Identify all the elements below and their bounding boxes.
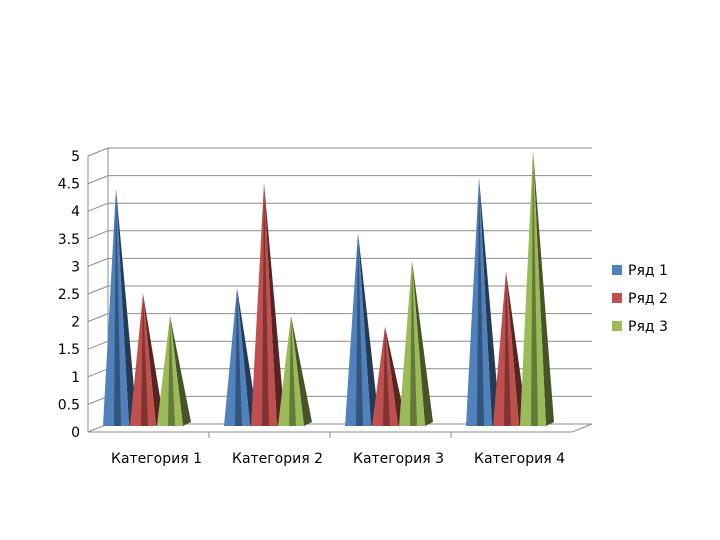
x-category-label: Категория 3 [353, 451, 444, 467]
cone-mark [251, 183, 285, 426]
gridline-connector [87, 175, 109, 185]
cone-series [103, 150, 554, 426]
cone-mark [399, 260, 433, 426]
y-tick-label: 3 [71, 259, 80, 275]
cone-mark [345, 232, 379, 426]
gridline-connector [87, 368, 109, 378]
gridline-connector [87, 257, 109, 267]
gridline-connector [87, 202, 109, 212]
legend-label: Ряд 2 [628, 291, 668, 307]
legend-swatch [612, 265, 622, 275]
y-tick-label: 4 [71, 204, 80, 220]
x-category-label: Категория 1 [111, 451, 202, 467]
y-tick-label: 5 [71, 149, 80, 165]
cone-mark [278, 315, 312, 426]
y-axis-ticks: 0 0.5 1 1.5 2 2.5 3 3.5 4 4.5 5 [58, 149, 80, 441]
y-tick-label: 0 [71, 425, 80, 441]
gridline-connector [87, 147, 109, 157]
legend-label: Ряд 1 [628, 263, 668, 279]
cone-mark [466, 177, 500, 426]
cone-mark [493, 271, 527, 426]
y-tick-label: 4.5 [58, 177, 80, 193]
y-tick-label: 2 [71, 315, 80, 331]
y-tick-label: 2.5 [58, 287, 80, 303]
cone-mark [372, 326, 406, 426]
gridline-connector [87, 230, 109, 240]
cone-mark [157, 315, 191, 426]
y-tick-label: 1 [71, 370, 80, 386]
cone-mark [130, 293, 164, 426]
gridline-connector [87, 313, 109, 323]
legend-swatch [612, 321, 622, 331]
gridline-connector [87, 285, 109, 295]
floor-edge [571, 423, 593, 433]
legend-label: Ряд 3 [628, 319, 668, 335]
cone-mark [103, 188, 137, 426]
legend: Ряд 1 Ряд 2 Ряд 3 [612, 263, 668, 335]
y-tick-label: 3.5 [58, 232, 80, 248]
y-tick-label: 0.5 [58, 397, 80, 413]
x-category-label: Категория 2 [232, 451, 323, 467]
x-category-label: Категория 4 [474, 451, 565, 467]
cone-mark [520, 150, 554, 426]
y-tick-label: 1.5 [58, 342, 80, 358]
x-axis-categories: Категория 1 Категория 2 Категория 3 Категор… [111, 451, 565, 467]
cone-mark [224, 288, 258, 426]
legend-swatch [612, 293, 622, 303]
gridline-connector [87, 340, 109, 350]
